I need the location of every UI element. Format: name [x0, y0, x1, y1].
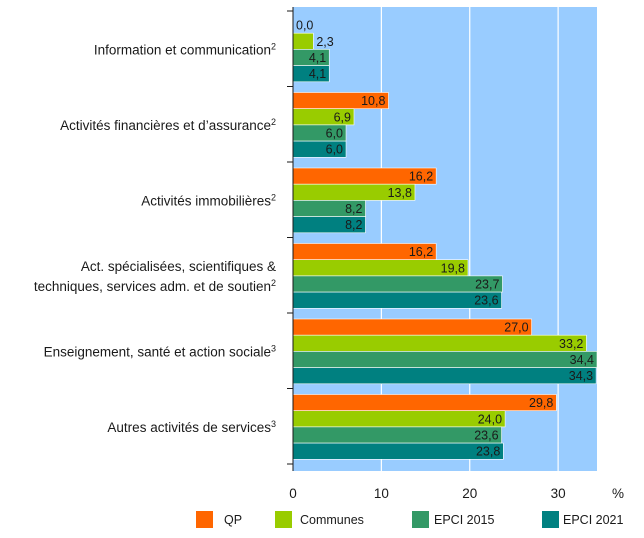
- value-label-3-1: 19,8: [441, 261, 465, 275]
- bar-0-1: [292, 32, 314, 50]
- plot-background: [293, 7, 597, 471]
- value-label-4-3: 34,3: [569, 369, 593, 383]
- value-label-5-2: 23,6: [474, 429, 498, 443]
- value-label-0-0: 0,0: [296, 19, 313, 33]
- axes-group: 0 10 20 30%: [287, 7, 624, 501]
- bar-3-3: [292, 291, 502, 309]
- value-label-5-0: 29,8: [529, 396, 553, 410]
- category-label-3-0: Act. spécialisées, scientifiques &: [81, 259, 276, 274]
- bar-5-1: [292, 410, 506, 428]
- legend: QP Communes EPCI 2015 EPCI 2021: [196, 511, 624, 528]
- bar-4-0: [292, 318, 532, 336]
- value-label-4-1: 33,2: [559, 337, 583, 351]
- value-label-3-2: 23,7: [475, 278, 499, 292]
- bars-group: 0,02,3 4,1 4,1 10,8 6,9 6,0 6,0 16,2 13,8 8,2 8,2 1…: [292, 19, 598, 460]
- category-label-1-0: Activités financières et d’assurance2: [60, 117, 276, 133]
- x-tick-label-3: 30: [551, 486, 566, 501]
- legend-swatch-1: [275, 511, 292, 528]
- value-label-1-2: 6,0: [326, 127, 343, 141]
- bar-5-2: [292, 426, 502, 444]
- value-label-0-3: 4,1: [309, 67, 326, 81]
- value-label-4-2: 34,4: [570, 353, 594, 367]
- plot-area: [293, 7, 597, 471]
- value-label-2-3: 8,2: [345, 218, 362, 232]
- value-label-2-2: 8,2: [345, 202, 362, 216]
- legend-swatch-0: [196, 511, 213, 528]
- bar-5-3: [292, 442, 504, 460]
- bar-4-2: [292, 351, 598, 368]
- legend-swatch-2: [412, 511, 429, 528]
- legend-label-2: EPCI 2015: [434, 513, 495, 527]
- value-label-5-3: 23,8: [476, 445, 500, 459]
- value-label-2-1: 13,8: [388, 186, 412, 200]
- x-tick-label-1: 10: [374, 486, 389, 501]
- legend-swatch-3: [542, 511, 559, 528]
- legend-label-1: Communes: [300, 513, 364, 527]
- value-label-3-0: 16,2: [409, 245, 433, 259]
- category-label-3-1: techniques, services adm. et de soutien2: [34, 278, 276, 294]
- legend-label-0: QP: [224, 513, 242, 527]
- category-label-2-0: Activités immobilières2: [141, 192, 276, 208]
- x-tick-label-2: 20: [462, 486, 477, 501]
- bar-5-0: [292, 394, 557, 412]
- bar-4-1: [292, 334, 587, 352]
- value-label-4-0: 27,0: [504, 321, 528, 335]
- value-label-3-3: 23,6: [474, 294, 498, 308]
- value-label-0-1: 2,3: [316, 35, 333, 49]
- bar-3-2: [292, 275, 503, 293]
- x-unit-label: %: [612, 486, 624, 501]
- value-label-1-0: 10,8: [361, 94, 385, 108]
- bar-4-3: [292, 367, 597, 385]
- value-label-0-2: 4,1: [309, 51, 326, 65]
- legend-label-3: EPCI 2021: [563, 513, 624, 527]
- category-label-0-0: Information et communication2: [94, 41, 276, 57]
- x-tick-label-0: 0: [289, 486, 297, 501]
- category-label-5-0: Autres activités de services3: [107, 419, 276, 435]
- value-label-1-3: 6,0: [326, 143, 343, 157]
- category-label-4-0: Enseignement, santé et action sociale3: [44, 343, 276, 359]
- value-label-2-0: 16,2: [409, 170, 433, 184]
- value-label-1-1: 6,9: [334, 110, 351, 124]
- category-labels: Information et communication2 Activités f…: [34, 41, 276, 435]
- value-label-5-1: 24,0: [478, 412, 502, 426]
